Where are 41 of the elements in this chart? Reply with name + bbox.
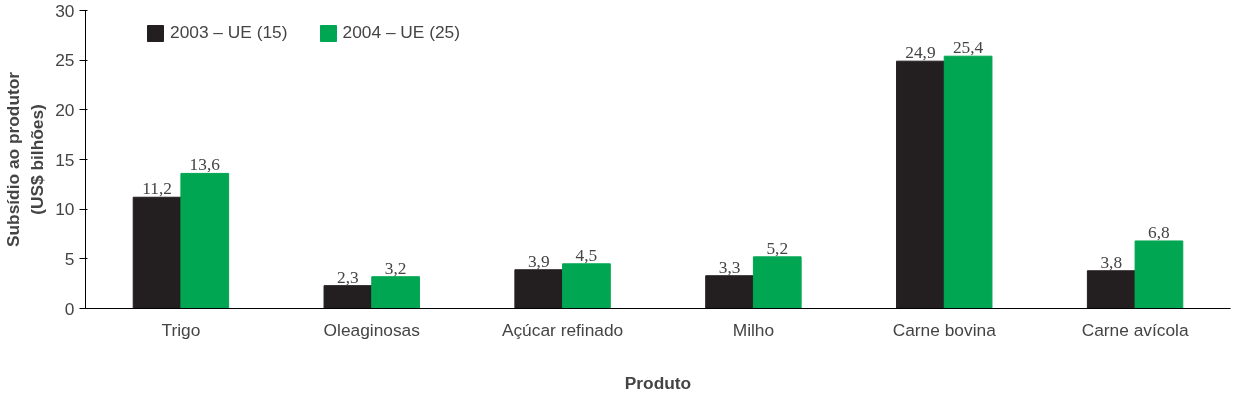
bar [1134, 240, 1184, 309]
y-tick-label: 20 [55, 99, 75, 120]
y-axis-title: Subsídio ao produtor (US$ bilhões) [3, 71, 48, 248]
data-label: 2,3 [337, 267, 359, 287]
data-label: 13,6 [189, 155, 221, 175]
data-label: 11,2 [142, 179, 172, 199]
bar [752, 256, 802, 309]
y-tick-label: 30 [55, 0, 75, 21]
bar [323, 285, 373, 309]
bar [562, 263, 611, 309]
y-tick-label: 10 [55, 199, 75, 220]
y-tick-label: 0 [64, 298, 75, 319]
bar [514, 269, 564, 309]
bar [180, 172, 230, 309]
bar [943, 55, 993, 309]
data-label: 25,4 [952, 38, 984, 58]
bar [371, 276, 420, 309]
x-tick-label: Açúcar refinado [501, 319, 624, 340]
legend-label: 2003 – UE (15) [170, 22, 288, 43]
x-tick-label: Carne avícola [1081, 319, 1189, 340]
y-tick-label: 15 [55, 149, 75, 170]
x-tick-label: Trigo [161, 319, 201, 340]
y-tick-label: 5 [64, 248, 75, 269]
x-tick-label: Milho [732, 319, 775, 340]
data-label: 5,2 [766, 238, 789, 258]
x-tick-label: Oleaginosas [323, 319, 421, 340]
x-axis-title: Produto [624, 372, 692, 393]
y-tick-label: 25 [55, 50, 75, 71]
data-label: 6,8 [1148, 222, 1170, 242]
bar [896, 60, 945, 309]
data-label: 4,5 [575, 245, 598, 265]
data-label: 24,9 [905, 43, 936, 63]
bar [132, 196, 182, 309]
legend-label: 2004 – UE (25) [342, 22, 461, 43]
bar [1086, 270, 1136, 309]
x-tick-label: Carne bovina [892, 319, 997, 340]
data-label: 3,2 [384, 258, 407, 278]
data-label: 3,3 [718, 257, 741, 277]
bar [705, 275, 754, 309]
data-label: 3,8 [1100, 252, 1123, 272]
data-label: 3,9 [527, 251, 550, 271]
